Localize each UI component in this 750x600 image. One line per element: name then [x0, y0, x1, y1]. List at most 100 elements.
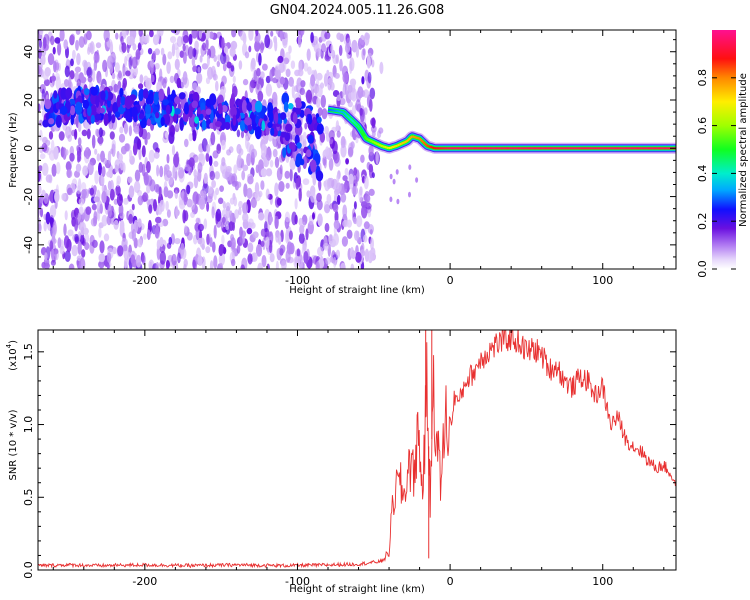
snr-panel: -200 -100 0 100 0.0 0.5 1.0 1.5 Height of strai…	[5, 329, 677, 595]
ridge-speckle	[255, 115, 259, 125]
ridge-speckle	[55, 114, 62, 128]
noise-speckle	[165, 131, 169, 139]
noise-speckle	[351, 105, 357, 115]
noise-speckle	[166, 170, 172, 179]
ridge-speckle	[65, 87, 73, 99]
noise-speckle	[54, 37, 61, 44]
ridge-speckle	[179, 117, 184, 131]
noise-speckle	[77, 178, 82, 192]
noise-speckle	[316, 199, 323, 211]
noise-speckle	[247, 253, 253, 265]
noise-speckle	[224, 213, 229, 227]
noise-speckle	[230, 237, 236, 250]
noise-speckle	[305, 89, 313, 104]
noise-speckle	[107, 204, 113, 218]
noise-speckle	[137, 138, 142, 150]
y-tick-label: 0.0	[22, 561, 35, 579]
noise-speckle	[57, 237, 62, 249]
noise-speckle	[203, 172, 208, 184]
ridge-speckle	[165, 104, 171, 115]
noise-speckle	[100, 150, 105, 163]
ridge-speckle	[174, 96, 181, 105]
noise-speckle	[329, 256, 334, 263]
noise-speckle	[174, 58, 180, 70]
noise-speckle	[260, 180, 265, 191]
noise-speckle	[357, 86, 364, 99]
noise-speckle	[201, 63, 209, 70]
noise-speckle	[196, 72, 203, 84]
noise-speckle	[278, 181, 285, 192]
noise-speckle	[75, 30, 81, 35]
y-tick-label: -20	[22, 188, 35, 206]
noise-speckle	[369, 249, 376, 261]
noise-speckle	[166, 209, 171, 218]
noise-speckle	[408, 164, 412, 170]
noise-speckle	[77, 121, 82, 133]
ridge-speckle	[183, 102, 190, 115]
noise-speckle	[310, 31, 314, 44]
noise-speckle	[344, 181, 349, 190]
noise-speckle	[77, 241, 82, 255]
signal-ridge-core	[428, 145, 431, 148]
snr-frame	[37, 329, 677, 571]
noise-speckle	[147, 48, 153, 55]
noise-speckle	[363, 89, 370, 98]
noise-speckle	[340, 144, 347, 158]
noise-speckle	[236, 244, 241, 254]
y-tick-label: 0	[22, 145, 35, 152]
noise-speckle	[39, 153, 46, 160]
ridge-speckle	[74, 101, 83, 115]
noise-speckle	[236, 154, 242, 169]
noise-speckle	[147, 219, 152, 233]
noise-speckle	[109, 53, 117, 63]
noise-speckle	[123, 122, 128, 135]
noise-speckle	[250, 148, 258, 159]
x-tick-label: 100	[592, 274, 613, 287]
noise-speckle	[153, 151, 160, 159]
noise-speckle	[70, 209, 76, 220]
noise-speckle	[160, 47, 165, 56]
signal-ridge-core	[411, 135, 415, 138]
noise-speckle	[219, 262, 224, 269]
noise-speckle	[300, 30, 305, 36]
noise-speckle	[226, 61, 232, 69]
noise-speckle	[347, 101, 353, 108]
noise-speckle	[75, 39, 79, 51]
ridge-speckle	[280, 131, 287, 138]
noise-speckle	[95, 42, 102, 49]
y-tick-label: 1.0	[22, 416, 35, 434]
noise-speckle	[262, 63, 268, 71]
noise-speckle	[323, 73, 328, 87]
noise-speckle	[162, 218, 169, 227]
ridge-speckle	[53, 90, 58, 99]
ridge-speckle	[124, 95, 133, 110]
noise-speckle	[221, 75, 227, 85]
noise-speckle	[138, 147, 142, 161]
ridge-speckle	[116, 94, 121, 108]
noise-speckle	[285, 68, 291, 78]
noise-speckle	[182, 43, 186, 52]
noise-speckle	[39, 39, 42, 49]
ridge-speckle	[94, 113, 102, 121]
noise-speckle	[284, 211, 290, 223]
noise-speckle	[163, 186, 169, 198]
noise-speckle	[138, 30, 143, 37]
noise-speckle	[269, 159, 274, 168]
noise-speckle	[128, 125, 132, 137]
noise-speckle	[340, 193, 347, 203]
ridge-speckle	[285, 123, 293, 133]
noise-speckle	[39, 129, 43, 141]
signal-ridge-core	[389, 146, 393, 149]
noise-speckle	[114, 164, 119, 173]
noise-speckle	[141, 145, 146, 158]
noise-speckle	[271, 91, 278, 105]
noise-speckle	[346, 229, 353, 239]
noise-speckle	[197, 168, 202, 182]
noise-speckle	[335, 54, 340, 64]
noise-speckle	[190, 211, 195, 218]
noise-speckle	[175, 122, 180, 129]
x-tick-label: 0	[447, 274, 454, 287]
noise-speckle	[99, 263, 104, 269]
noise-speckle	[274, 196, 281, 208]
noise-speckle	[378, 127, 384, 134]
